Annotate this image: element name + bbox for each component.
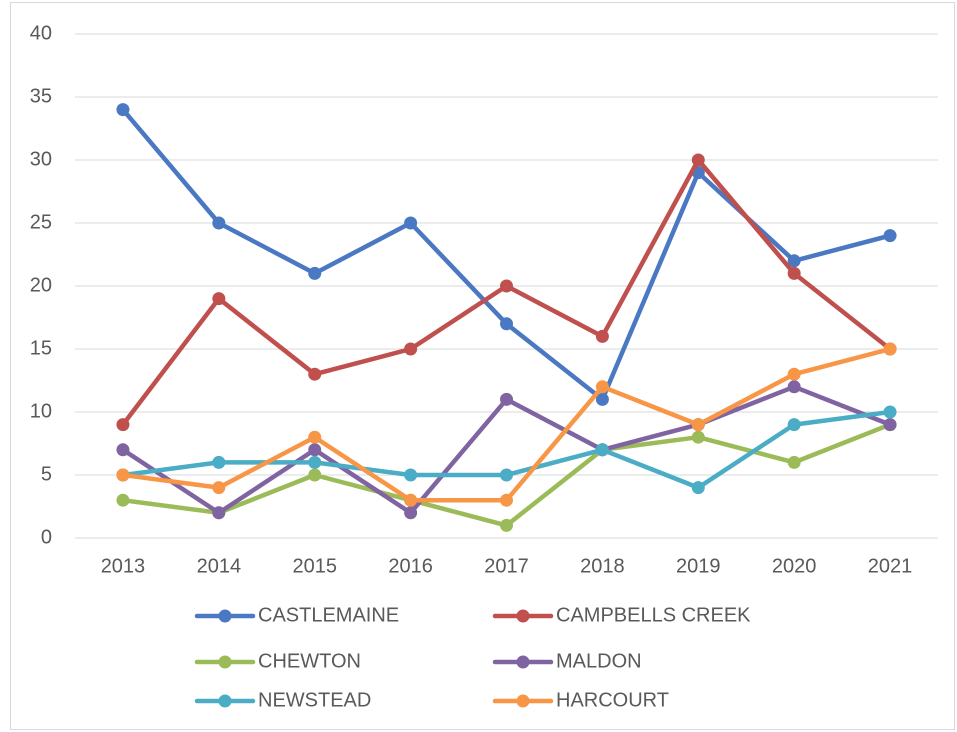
x-tick-label: 2018 [580,555,625,577]
data-point [116,443,130,457]
data-point [883,229,897,243]
data-point [595,443,609,457]
legend-label: CAMPBELLS CREEK [556,604,751,626]
data-point [212,292,226,306]
y-tick-label: 15 [30,337,52,359]
data-point [404,216,418,230]
data-point [212,481,226,495]
x-tick-label: 2014 [197,555,242,577]
data-point [116,418,130,432]
data-point [500,468,513,482]
y-tick-label: 30 [30,148,52,170]
legend-marker [516,655,530,669]
legend-marker [218,694,232,708]
data-point [787,380,801,394]
data-point [308,367,322,381]
y-tick-label: 40 [30,22,52,44]
data-point [500,493,513,507]
data-point [212,506,226,520]
data-point [787,254,801,268]
data-point [308,266,322,280]
x-tick-label: 2017 [484,555,529,577]
data-point [787,455,801,469]
data-point [404,506,418,520]
data-point [883,405,897,419]
y-tick-label: 5 [41,463,52,485]
data-point [500,279,513,293]
data-point [500,392,513,406]
x-tick-label: 2021 [868,555,913,577]
chart-border [10,2,955,730]
data-point [308,468,322,482]
y-tick-label: 35 [30,85,52,107]
data-point [212,216,226,230]
y-tick-label: 20 [30,274,52,296]
data-point [116,103,130,117]
data-point [308,430,322,444]
data-point [691,430,705,444]
data-point [116,468,130,482]
x-tick-label: 2015 [292,555,337,577]
data-point [595,392,609,406]
legend-label: HARCOURT [556,689,669,711]
legend-marker [218,609,232,623]
data-point [404,342,418,356]
data-point [883,342,897,356]
legend-label: CASTLEMAINE [258,604,399,626]
legend-marker [516,609,530,623]
y-tick-label: 25 [30,211,52,233]
legend-label: NEWSTEAD [258,689,371,711]
x-tick-label: 2016 [388,555,433,577]
y-tick-label: 10 [30,400,52,422]
series-line [120,107,893,402]
data-point [595,380,609,394]
data-point [691,481,705,495]
data-point [308,455,322,469]
data-point [212,455,226,469]
x-tick-label: 2013 [101,555,146,577]
data-point [691,418,705,432]
x-tick-label: 2019 [676,555,721,577]
data-point [308,443,322,457]
data-point [595,329,609,343]
x-tick-label: 2020 [772,555,817,577]
data-point [787,418,801,432]
data-point [787,367,801,381]
data-point [404,493,418,507]
data-point [787,266,801,280]
data-point [500,317,513,331]
y-tick-label: 0 [41,526,52,548]
legend-marker [218,655,232,669]
legend-marker [516,694,530,708]
data-point [691,153,705,167]
data-point [883,418,897,432]
legend-label: CHEWTON [258,650,361,672]
data-point [404,468,418,482]
data-point [116,493,130,507]
legend-label: MALDON [556,650,642,672]
data-point [500,518,513,532]
